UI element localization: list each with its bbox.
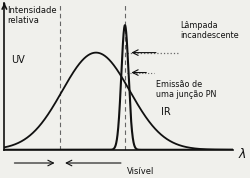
Text: λ: λ: [238, 148, 246, 161]
Text: Emissão de
uma junção PN: Emissão de uma junção PN: [156, 80, 217, 100]
Text: Lâmpada
incandescente: Lâmpada incandescente: [180, 21, 239, 40]
Text: IR: IR: [161, 107, 171, 117]
Text: Intensidade
relativa: Intensidade relativa: [7, 6, 56, 25]
Text: Visível: Visível: [127, 167, 155, 176]
Text: UV: UV: [12, 55, 25, 65]
